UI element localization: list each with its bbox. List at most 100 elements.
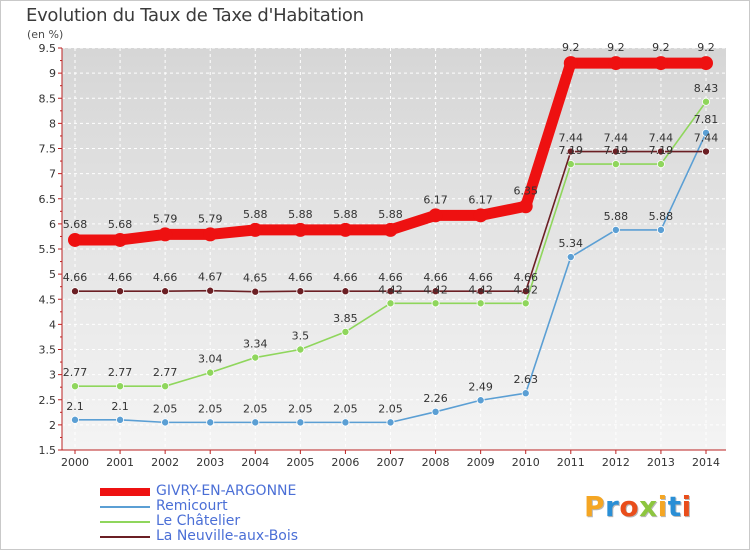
data-label: 4.66 <box>108 271 133 284</box>
y-tick-label: 8.5 <box>39 92 57 105</box>
data-point <box>521 299 530 308</box>
data-label: 7.44 <box>604 132 629 145</box>
y-tick-label: 1.5 <box>39 444 57 457</box>
data-point <box>161 287 170 296</box>
data-point <box>296 345 305 354</box>
data-point <box>251 287 260 296</box>
data-point <box>386 299 395 308</box>
y-tick-label: 7.5 <box>39 143 57 156</box>
data-label: 6.17 <box>423 193 448 206</box>
proxiti-logo[interactable]: Proxiti <box>584 490 692 523</box>
data-label: 5.88 <box>604 210 629 223</box>
data-point <box>518 199 533 214</box>
data-label: 7.44 <box>694 132 719 145</box>
data-label: 9.2 <box>652 41 670 54</box>
chart-title: Evolution du Taux de Taxe d'Habitation <box>26 5 364 26</box>
data-label: 5.88 <box>649 210 674 223</box>
data-label: 6.35 <box>513 184 538 197</box>
data-label: 3.34 <box>243 338 268 351</box>
data-point <box>563 56 578 71</box>
data-label: 4.65 <box>243 272 268 285</box>
data-label: 2.77 <box>63 366 88 379</box>
data-label: 4.66 <box>378 271 403 284</box>
data-point <box>476 299 485 308</box>
data-point <box>653 56 668 71</box>
data-label: 4.67 <box>198 271 223 284</box>
data-label: 5.88 <box>378 208 403 221</box>
data-label: 2.05 <box>288 402 313 415</box>
data-label: 5.88 <box>288 208 313 221</box>
legend-label: Remicourt <box>156 498 228 514</box>
legend-label: Le Châtelier <box>156 513 241 529</box>
data-point <box>68 232 82 247</box>
data-label: 6.17 <box>468 193 493 206</box>
data-label: 4.66 <box>333 271 358 284</box>
data-point <box>251 353 260 362</box>
data-label: 9.2 <box>607 41 625 54</box>
x-tick-label: 2013 <box>647 456 675 469</box>
y-tick-label: 2.5 <box>39 394 57 407</box>
y-tick-label: 6.5 <box>39 193 57 206</box>
data-point <box>206 418 215 427</box>
data-point <box>473 208 488 223</box>
y-tick-label: 9 <box>49 67 56 80</box>
data-point <box>656 160 665 169</box>
data-labels: 5.68 5.68 5.79 5.79 5.88 5.88 5.88 5.88 6.17 6.17… <box>63 41 719 415</box>
y-tick-label: 2 <box>49 419 56 432</box>
y-tick-label: 7 <box>49 168 56 181</box>
x-tick-label: 2009 <box>467 456 495 469</box>
data-label: 5.79 <box>153 212 178 225</box>
data-point <box>611 147 620 156</box>
data-label: 9.2 <box>562 41 580 54</box>
y-tick-label: 5.5 <box>39 243 57 256</box>
data-point <box>431 407 440 416</box>
data-label: 8.43 <box>694 82 719 95</box>
data-point <box>251 418 260 427</box>
data-point <box>116 415 125 424</box>
data-point <box>293 222 308 237</box>
x-tick-label: 2007 <box>377 456 405 469</box>
data-point <box>116 382 125 391</box>
data-point <box>611 225 620 234</box>
data-point <box>383 222 398 237</box>
data-point <box>566 253 575 262</box>
data-point <box>656 147 665 156</box>
data-label: 4.66 <box>288 271 313 284</box>
data-point <box>71 415 80 424</box>
data-label: 2.05 <box>198 402 223 415</box>
data-label: 2.77 <box>153 366 178 379</box>
data-point <box>206 368 215 377</box>
data-label: 2.05 <box>378 402 403 415</box>
data-point <box>521 287 530 296</box>
axes: 1.5 2 2.5 3 3.5 4 4.5 5 5.5 6 6.5 7 7.5 8 8.5 9 9.5 2000 2… <box>39 42 726 469</box>
y-tick-label: 5 <box>49 268 56 281</box>
data-point <box>431 299 440 308</box>
data-label: 2.1 <box>66 400 84 413</box>
x-tick-label: 2000 <box>61 456 89 469</box>
data-point <box>702 97 711 106</box>
data-label: 2.77 <box>108 366 133 379</box>
data-label: 5.88 <box>333 208 358 221</box>
x-tick-label: 2001 <box>106 456 134 469</box>
series <box>68 56 713 427</box>
x-tick-label: 2014 <box>692 456 720 469</box>
y-tick-label: 3.5 <box>39 344 57 357</box>
data-point <box>566 147 575 156</box>
data-label: 5.68 <box>108 218 133 231</box>
data-label: 4.66 <box>153 271 178 284</box>
data-label: 9.2 <box>697 41 715 54</box>
data-label: 2.05 <box>153 402 178 415</box>
x-tick-label: 2002 <box>151 456 179 469</box>
x-tick-label: 2012 <box>602 456 630 469</box>
data-label: 4.42 <box>423 283 448 296</box>
y-tick-label: 4.5 <box>39 293 57 306</box>
data-label: 2.1 <box>111 400 129 413</box>
y-tick-label: 6 <box>49 218 56 231</box>
y-tick-label: 4 <box>49 318 56 331</box>
data-point <box>702 147 711 156</box>
x-tick-label: 2006 <box>331 456 359 469</box>
data-label: 2.49 <box>468 380 493 393</box>
data-label: 3.04 <box>198 353 223 366</box>
data-point <box>203 227 218 242</box>
data-point <box>116 287 125 296</box>
